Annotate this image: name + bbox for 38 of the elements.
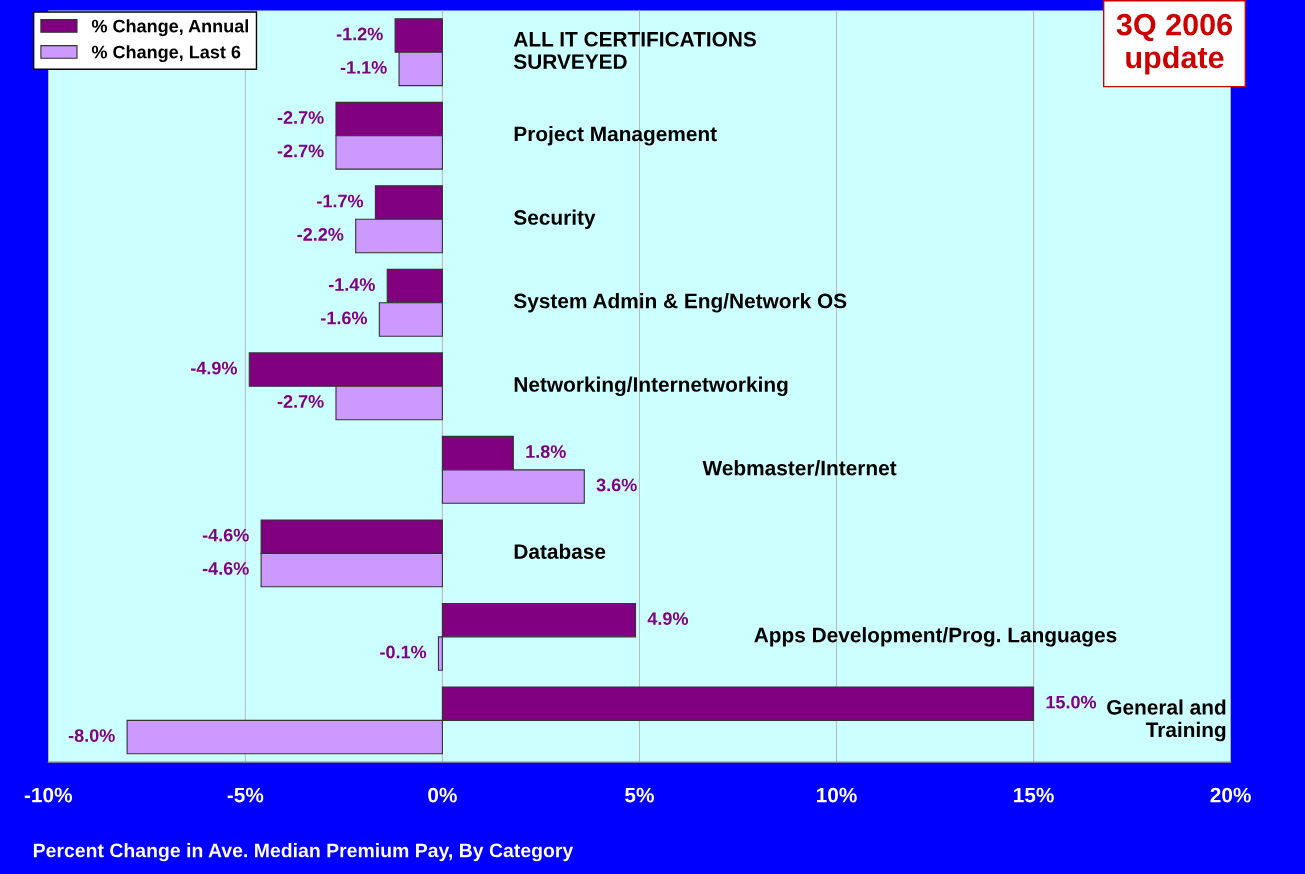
- data-label: 3.6%: [596, 478, 637, 492]
- y-tick-label: Networking/Internetworking: [514, 376, 788, 397]
- data-label: -1.1%: [340, 61, 387, 74]
- data-label: -4.9%: [191, 361, 237, 375]
- data-label: -2.7%: [277, 395, 324, 408]
- data-label: 1.8%: [526, 445, 566, 458]
- y-tick-label: System Admin & Eng/Network OS: [513, 293, 847, 313]
- x-tick-label: 0%: [428, 787, 457, 803]
- data-label: 15.0%: [1046, 695, 1097, 709]
- text: Percent Change in Ave. Median Premium Pay, By Category: [33, 843, 574, 862]
- y-tick-label: ALL IT CERTIFICATIONS SURVEYED: [513, 31, 756, 70]
- y-tick-label: Webmaster/Internet: [702, 460, 897, 476]
- data-label: -8.0%: [68, 729, 115, 742]
- x-tick-label: 5%: [625, 787, 654, 803]
- data-label: -1.4%: [328, 278, 375, 291]
- data-label: 4.9%: [647, 612, 689, 625]
- x-tick-label: 20%: [1210, 787, 1251, 803]
- y-tick-label: Security: [513, 209, 596, 229]
- x-tick-label: 15%: [1014, 787, 1054, 803]
- y-tick-label: Project Management: [514, 126, 717, 146]
- data-label: -1.7%: [317, 194, 364, 208]
- legend-label: % Change, Last 6: [91, 45, 241, 63]
- x-tick-label: -10%: [24, 787, 73, 803]
- data-label: -4.6%: [202, 562, 249, 575]
- data-label: -2.7%: [277, 111, 324, 124]
- y-tick-label: Apps Development/Prog. Languages: [754, 627, 1117, 647]
- x-tick-label: 10%: [816, 787, 857, 803]
- data-label: -2.2%: [297, 228, 344, 241]
- data-label: -1.2%: [336, 27, 383, 41]
- data-label: -4.6%: [202, 528, 249, 542]
- legend-label: % Change, Annual: [91, 19, 248, 37]
- y-tick-label: Database: [514, 543, 606, 559]
- data-label: -2.7%: [277, 144, 324, 158]
- x-tick-label: -5%: [227, 787, 264, 803]
- data-label: -1.6%: [321, 311, 368, 325]
- data-label: -0.1%: [380, 645, 427, 659]
- annotation: 3Q 2006 update: [1116, 13, 1233, 75]
- y-tick-label: General and Training: [1107, 699, 1226, 742]
